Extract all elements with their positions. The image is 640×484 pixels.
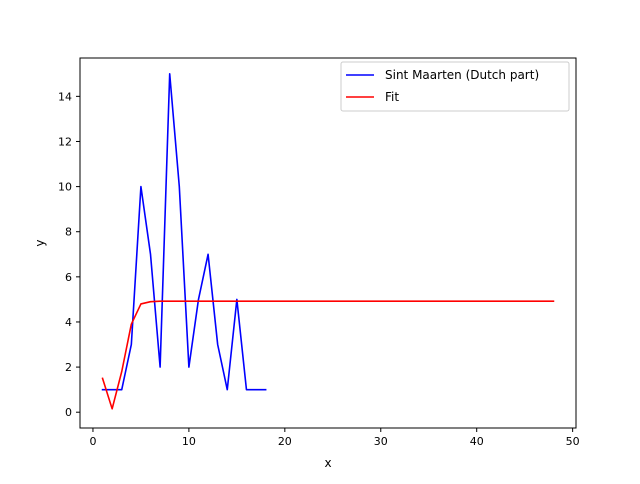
- y-axis-ticks: 0 2 4 6 8 10 12 14: [58, 90, 80, 419]
- x-axis-label: x: [324, 456, 331, 470]
- series-line-2: [101, 300, 555, 410]
- y-tick-label: 8: [65, 226, 72, 239]
- y-tick-label: 4: [65, 316, 72, 329]
- y-tick-label: 6: [65, 271, 72, 284]
- x-tick-label: 0: [89, 435, 96, 448]
- legend-box: [340, 61, 570, 112]
- x-tick-label: 10: [182, 435, 196, 448]
- y-tick-label: 12: [58, 135, 72, 148]
- y-tick-label: 10: [58, 181, 72, 194]
- legend-label-series-2: Fit: [385, 90, 399, 104]
- x-tick-label: 20: [278, 435, 292, 448]
- series-line-1: [101, 72, 267, 391]
- plot-frame: [79, 57, 577, 429]
- y-axis-label: y: [33, 239, 47, 246]
- x-axis-ticks: 0 10 20 30 40 50: [89, 428, 580, 448]
- legend-label-series-1: Sint Maarten (Dutch part): [385, 68, 539, 82]
- legend: Sint Maarten (Dutch part) Fit: [340, 61, 570, 112]
- x-tick-label: 30: [374, 435, 388, 448]
- x-tick-label: 40: [470, 435, 484, 448]
- y-tick-label: 14: [58, 90, 72, 103]
- y-tick-label: 2: [65, 361, 72, 374]
- y-tick-label: 0: [65, 406, 72, 419]
- x-tick-label: 50: [566, 435, 580, 448]
- series-layer: [101, 72, 555, 410]
